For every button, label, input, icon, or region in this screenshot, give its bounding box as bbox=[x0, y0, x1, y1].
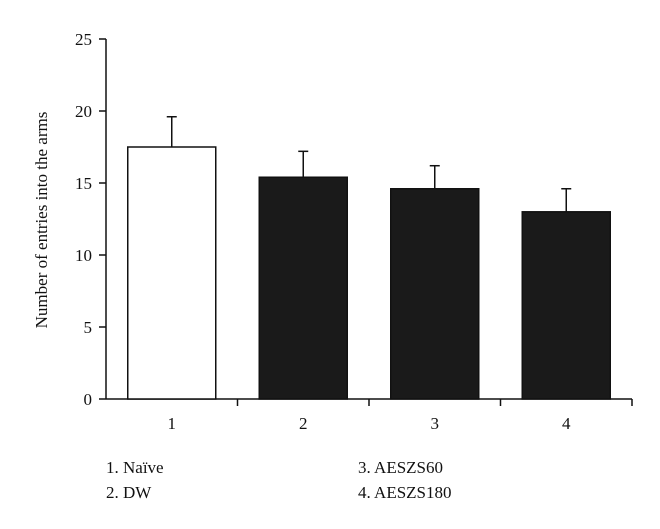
legend-item-3: 3. AESZS60 bbox=[358, 458, 444, 477]
x-tick-label: 4 bbox=[562, 414, 571, 433]
bar bbox=[521, 211, 611, 400]
bar bbox=[127, 146, 217, 400]
y-tick-label: 20 bbox=[75, 102, 92, 121]
legend-item-4: 4. AESZS180 bbox=[358, 483, 452, 502]
y-tick-label: 10 bbox=[75, 246, 92, 265]
bar-chart: 0 5 10 15 20 25 1 2 3 4 Number of entries into th… bbox=[32, 30, 633, 433]
legend-right: 3. AESZS60 4. AESZS180 bbox=[358, 455, 452, 505]
x-tick-label: 1 bbox=[168, 414, 177, 433]
y-tick-label: 25 bbox=[75, 30, 92, 49]
legend-item-2: 2. DW bbox=[106, 483, 152, 502]
legend-left: 1. Naïve 2. DW bbox=[106, 455, 164, 505]
x-tick-label: 3 bbox=[431, 414, 440, 433]
y-tick-label: 15 bbox=[75, 174, 92, 193]
y-tick-label: 0 bbox=[84, 390, 93, 409]
bar bbox=[258, 176, 348, 400]
legend-item-1: 1. Naïve bbox=[106, 458, 164, 477]
x-tick-label: 2 bbox=[299, 414, 308, 433]
plot-area: 0 5 10 15 20 25 1 2 3 4 bbox=[75, 30, 633, 433]
y-axis-label: Number of entries into the arms bbox=[32, 112, 51, 329]
y-tick-label: 5 bbox=[84, 318, 93, 337]
bar bbox=[390, 188, 480, 400]
